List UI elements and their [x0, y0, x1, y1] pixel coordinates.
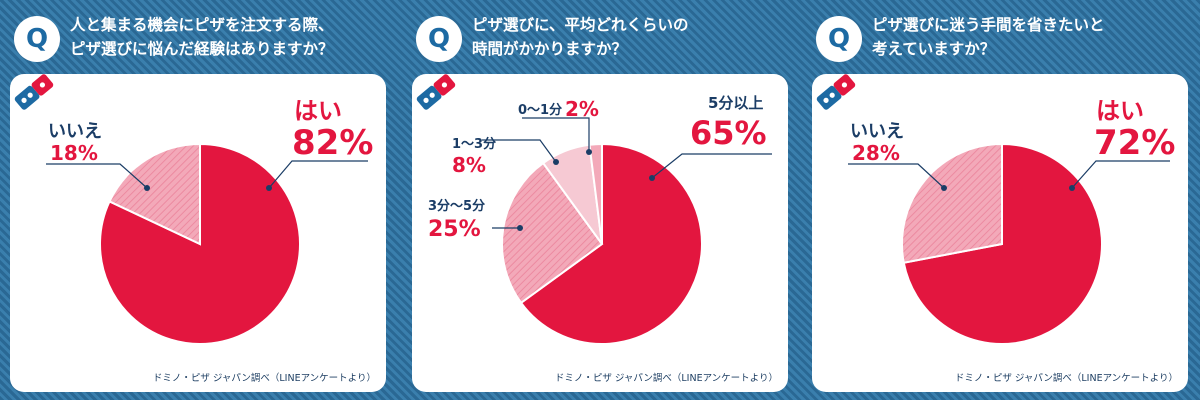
slice-value-no: 28%	[852, 141, 900, 165]
question-text: ピザ選びに迷う手間を省きたいと 考えていますか？	[872, 13, 1184, 61]
dominos-logo	[14, 74, 54, 110]
slice-label-3to5min: 3分〜5分	[428, 198, 485, 214]
slice-label-1to3min: 1〜3分	[452, 136, 496, 152]
question-line-1: ピザ選びに、平均どれくらいの	[472, 16, 689, 34]
survey-panel-1: Q 人と集まる機会にピザを注文する際、 ピザ選びに悩んだ経験はありますか？ はい…	[10, 8, 386, 392]
slice-label-no: いいえ	[850, 121, 904, 142]
question-line-2: ピザ選びに悩んだ経験はありますか？	[70, 40, 334, 58]
survey-panel-2: Q ピザ選びに、平均どれくらいの 時間がかかりますか？ 5分以上 65% 3分〜…	[412, 8, 788, 392]
leader-line	[1071, 160, 1170, 189]
leader-line	[848, 163, 945, 189]
question-header: Q ピザ選びに迷う手間を省きたいと 考えていますか？	[812, 8, 1188, 72]
leader-line	[482, 139, 557, 163]
slice-label-no: いいえ	[48, 121, 102, 142]
question-line-2: 考えていますか？	[872, 40, 996, 58]
chart-card: 5分以上 65% 3分〜5分 25% 1〜3分 8% 0〜1分 2% ドミノ・ピ…	[412, 74, 788, 392]
survey-panel-3: Q ピザ選びに迷う手間を省きたいと 考えていますか？ はい 72% いいえ 28…	[812, 8, 1188, 392]
slice-value-3to5min: 25%	[428, 217, 481, 242]
pie-chart: はい 72% いいえ 28%	[848, 97, 1175, 345]
slice-value-no: 18%	[50, 141, 98, 165]
leader-line	[268, 160, 368, 189]
q-badge: Q	[416, 16, 462, 62]
slice-value-yes: 82%	[292, 123, 373, 163]
slice-value-0to1min: 2%	[565, 97, 599, 121]
leader-line	[651, 153, 772, 179]
slice-label-0to1min: 0〜1分	[518, 102, 562, 118]
chart-card: はい 72% いいえ 28% ドミノ・ピザ ジャパン調べ（LINEアンケートより…	[812, 74, 1188, 392]
question-line-1: 人と集まる機会にピザを注文する際、	[70, 16, 334, 34]
question-header: Q 人と集まる機会にピザを注文する際、 ピザ選びに悩んだ経験はありますか？	[10, 8, 386, 72]
question-header: Q ピザ選びに、平均どれくらいの 時間がかかりますか？	[412, 8, 788, 72]
q-badge: Q	[14, 16, 60, 62]
slice-value-yes: 72%	[1094, 123, 1175, 163]
pie-chart: はい 82% いいえ 18%	[46, 97, 373, 345]
dominos-logo	[816, 74, 856, 110]
dominos-logo	[416, 74, 456, 110]
source-note: ドミノ・ピザ ジャパン調べ（LINEアンケートより）	[554, 373, 778, 384]
slice-value-5min-plus: 65%	[690, 114, 767, 152]
question-text: 人と集まる機会にピザを注文する際、 ピザ選びに悩んだ経験はありますか？	[70, 13, 382, 61]
pie-slice-5min-plus	[519, 142, 703, 345]
pie-slice-no	[108, 142, 201, 246]
pie-slice-no	[901, 142, 1003, 264]
slice-label-yes: はい	[294, 97, 342, 125]
source-note: ドミノ・ピザ ジャパン調べ（LINEアンケートより）	[152, 373, 376, 384]
q-badge: Q	[816, 16, 862, 62]
slice-label-yes: はい	[1096, 97, 1144, 125]
slice-value-1to3min: 8%	[452, 153, 486, 177]
chart-card: はい 82% いいえ 18% ドミノ・ピザ ジャパン調べ（LINEアンケートより…	[10, 74, 386, 392]
question-text: ピザ選びに、平均どれくらいの 時間がかかりますか？	[472, 13, 784, 61]
question-line-1: ピザ選びに迷う手間を省きたいと	[872, 16, 1105, 34]
slice-label-5min-plus: 5分以上	[708, 94, 763, 112]
question-line-2: 時間がかかりますか？	[472, 40, 628, 58]
source-note: ドミノ・ピザ ジャパン調べ（LINEアンケートより）	[954, 373, 1178, 384]
leader-line	[522, 117, 590, 152]
leader-line	[46, 163, 148, 189]
pie-chart: 5分以上 65% 3分〜5分 25% 1〜3分 8% 0〜1分 2%	[428, 94, 772, 345]
